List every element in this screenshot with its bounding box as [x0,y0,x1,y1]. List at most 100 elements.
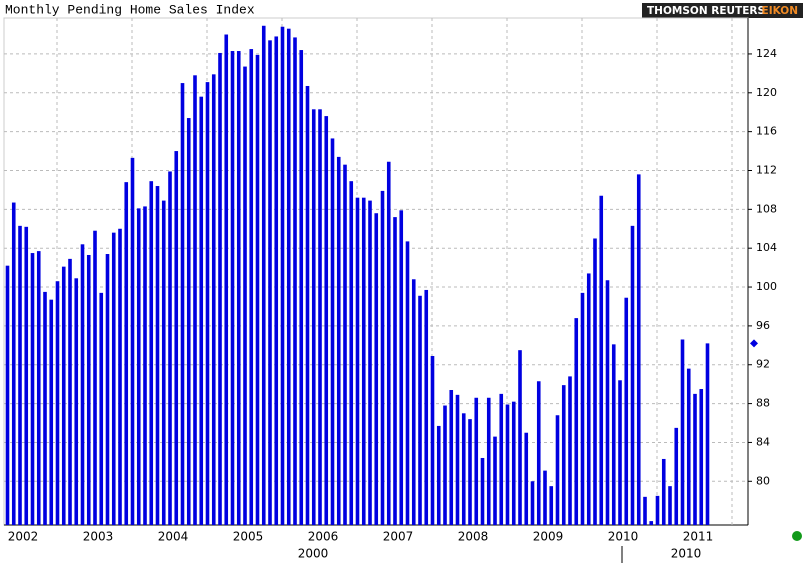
bar [424,289,429,525]
bar [393,217,397,525]
x-tick-label: 2002 [8,530,39,544]
y-tick-label: 120 [756,86,777,99]
bar [36,251,41,525]
bar [230,51,235,526]
bar [111,232,116,526]
bar [30,253,35,526]
bar [149,181,154,525]
bar [680,339,685,525]
status-dot [792,531,802,541]
bar [118,228,122,525]
y-tick-label: 124 [756,47,777,60]
y-tick-label: 92 [756,358,770,371]
logo-box [642,3,803,18]
x-tick-label: 2004 [158,530,189,544]
bar [530,481,535,525]
bar [568,376,572,525]
bar [380,190,385,525]
y-tick-label: 88 [756,397,770,410]
bar [193,75,197,525]
bar [318,109,322,525]
bar [18,225,22,525]
bar [61,266,66,525]
bar [643,496,647,525]
bar [24,226,29,525]
bar [168,171,172,525]
bar [543,470,547,525]
y-tick-label: 80 [756,474,770,487]
y-tick-label: 100 [756,280,777,293]
bar [611,344,616,525]
bar [518,350,522,525]
bar [549,486,554,525]
bar [386,161,391,525]
bar [274,36,279,526]
bar [293,37,297,525]
bar [511,401,516,525]
logo-product: EIKON [762,5,798,17]
bar [99,292,104,525]
x-tick-label: 2011 [683,530,714,544]
bar [593,238,597,526]
x-secondary-label: 2000 [298,547,329,561]
bar [493,436,497,525]
bar [630,225,635,525]
bar [68,258,72,525]
bar [93,230,97,525]
bar [49,299,54,525]
bar [268,40,272,525]
bar [105,254,110,525]
bar [186,118,191,526]
bar [155,186,160,525]
x-tick-label: 2007 [383,530,414,544]
bar [655,495,660,525]
bar [305,85,310,526]
y-tick-label: 108 [756,202,777,215]
bar [143,206,147,525]
bar [161,200,166,525]
bar [368,200,372,525]
bar [199,96,204,525]
bar [636,174,641,525]
bar [205,82,210,525]
y-tick-label: 116 [756,125,777,138]
bar [455,394,460,525]
bar [705,343,710,525]
bar [668,486,672,525]
bar [236,51,241,526]
bar [536,381,541,525]
bar [555,415,560,525]
bar [74,278,79,525]
bar [599,195,604,525]
x-tick-label: 2006 [308,530,339,544]
bar [561,385,566,525]
bar [405,241,410,525]
x-tick-label: 2010 [608,530,639,544]
bar [349,181,354,525]
x-tick-label: 2005 [233,530,264,544]
bar [480,457,485,525]
bar [330,138,335,526]
bar [299,50,304,525]
last-value-marker [750,339,758,348]
bar [355,197,360,526]
x-tick-label: 2003 [83,530,114,544]
bar [430,356,435,525]
bar [261,25,266,526]
bar [43,291,47,525]
bar [686,368,691,525]
bar [243,66,247,525]
x-tick-label: 2008 [458,530,489,544]
bar [80,244,85,525]
chart-title: Monthly Pending Home Sales Index [5,2,255,17]
bar [468,419,472,525]
bar [624,297,629,525]
y-tick-label: 112 [756,163,777,176]
bar [586,273,591,525]
bar [55,281,60,525]
y-tick-label: 104 [756,241,777,254]
bar [124,182,129,525]
bar [249,49,254,526]
